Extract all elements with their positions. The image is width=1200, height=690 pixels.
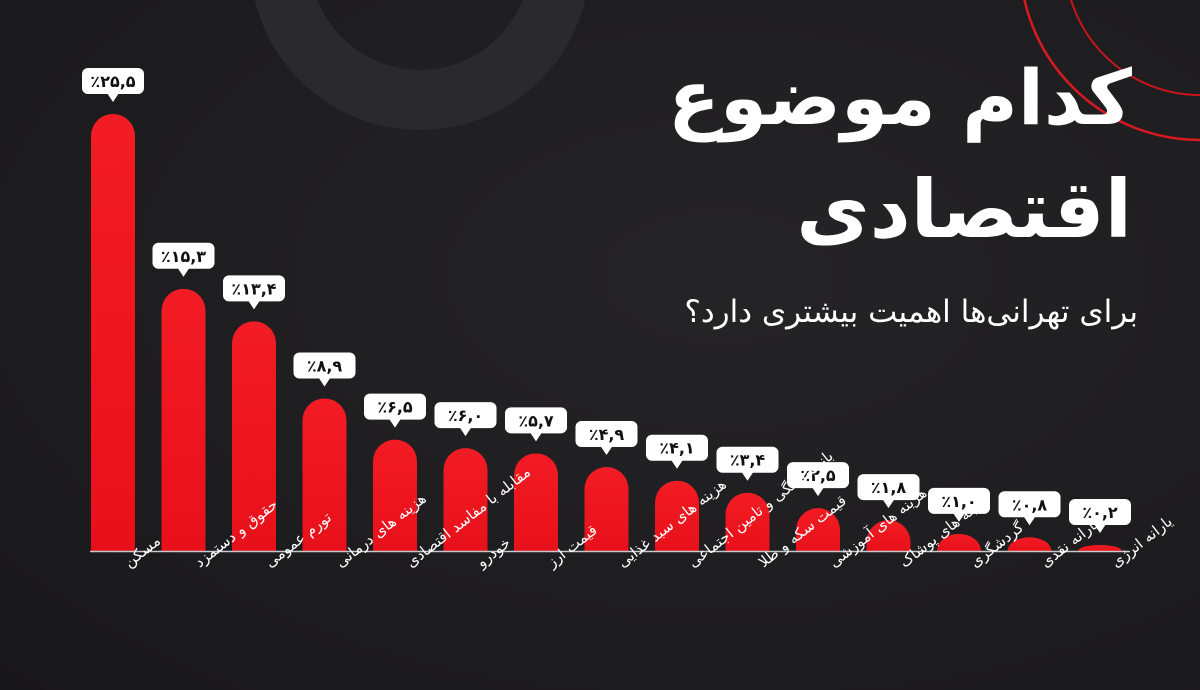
value-label-pointer bbox=[882, 499, 895, 509]
value-label-pointer bbox=[953, 512, 965, 522]
value-label-text: ٪۱۳,۴ bbox=[231, 279, 276, 298]
value-label-text: ٪۴,۱ bbox=[659, 439, 694, 458]
bar bbox=[937, 533, 981, 551]
value-label-box bbox=[364, 393, 426, 420]
value-label-box bbox=[716, 446, 779, 473]
value-label: ٪۵,۷ bbox=[505, 407, 567, 442]
bar bbox=[443, 448, 488, 551]
value-label-pointer bbox=[459, 427, 472, 437]
value-label: ٪۴,۹ bbox=[575, 421, 638, 456]
value-label-box bbox=[928, 487, 990, 514]
bar bbox=[91, 114, 135, 551]
value-label-pointer bbox=[1094, 524, 1106, 533]
value-label: ٪۲,۵ bbox=[787, 462, 849, 497]
value-label-box bbox=[787, 462, 849, 489]
value-label-pointer bbox=[812, 487, 824, 497]
value-label-pointer bbox=[318, 377, 331, 387]
bar bbox=[373, 439, 417, 551]
value-label-pointer bbox=[177, 267, 190, 277]
bar bbox=[866, 520, 911, 551]
bar bbox=[161, 288, 206, 551]
value-label-text: ٪۳,۴ bbox=[730, 451, 766, 470]
value-label-pointer bbox=[248, 300, 260, 310]
value-label-text: ٪۰,۸ bbox=[1012, 495, 1048, 514]
value-label: ٪۲۵,۵ bbox=[82, 68, 144, 102]
value-label: ٪۱۵,۳ bbox=[152, 242, 215, 277]
value-label: ٪۱,۰ bbox=[928, 487, 990, 522]
value-label-text: ٪۱,۸ bbox=[871, 478, 907, 497]
bar bbox=[796, 508, 840, 551]
value-label-pointer bbox=[1023, 516, 1036, 526]
value-label: ٪۶,۵ bbox=[364, 393, 426, 428]
value-label-text: ٪۲۵,۵ bbox=[90, 72, 135, 91]
value-label-text: ٪۱,۰ bbox=[941, 492, 976, 511]
value-label-pointer bbox=[530, 432, 542, 442]
value-label-pointer bbox=[671, 459, 683, 469]
value-label-box bbox=[998, 491, 1061, 518]
value-label: ٪۴,۱ bbox=[646, 434, 708, 469]
value-label-pointer bbox=[107, 93, 119, 102]
bar bbox=[302, 398, 347, 551]
value-label: ٪۱,۸ bbox=[857, 474, 920, 509]
value-label-text: ٪۲,۵ bbox=[800, 466, 836, 485]
value-label: ٪۶,۰ bbox=[434, 402, 497, 437]
subtitle: برای تهرانی‌ها اهمیت بیشتری دارد؟ bbox=[684, 294, 1138, 330]
value-label-box bbox=[505, 407, 567, 434]
bar bbox=[655, 480, 699, 551]
value-label: ٪۰,۲ bbox=[1069, 499, 1131, 533]
value-labels-group: ٪۲۵,۵ ٪۱۵,۳ ٪۱۳,۴ ٪۸,۹ ٪۶,۵ ٪۶,۰ ٪۵,۷ ٪۴,۹ ٪۴,۱ ٪… bbox=[82, 68, 1131, 533]
bar bbox=[1078, 545, 1122, 551]
bar bbox=[584, 467, 629, 551]
bar bbox=[232, 321, 276, 551]
value-label-pointer bbox=[741, 471, 754, 481]
value-label-box bbox=[646, 434, 708, 461]
value-label-box bbox=[434, 402, 497, 429]
value-label: ٪۳,۴ bbox=[716, 446, 779, 481]
bars-group bbox=[91, 114, 1122, 551]
value-label-text: ٪۱۵,۳ bbox=[161, 247, 206, 266]
value-label-box bbox=[152, 242, 215, 269]
bar bbox=[725, 492, 770, 551]
value-label-text: ٪۵,۷ bbox=[518, 411, 554, 430]
value-label-pointer bbox=[389, 418, 401, 428]
value-label-text: ٪۴,۹ bbox=[589, 425, 625, 444]
title-line-2: اقتصادی bbox=[796, 163, 1132, 256]
value-label-text: ٪۰,۲ bbox=[1082, 503, 1118, 522]
value-label: ٪۸,۹ bbox=[293, 352, 356, 387]
value-label-pointer bbox=[600, 446, 613, 456]
value-label-text: ٪۶,۰ bbox=[448, 406, 483, 425]
value-label-text: ٪۸,۹ bbox=[307, 356, 343, 375]
value-label-box bbox=[575, 421, 638, 448]
value-label-text: ٪۶,۵ bbox=[377, 398, 413, 417]
bar bbox=[514, 453, 558, 551]
title-line-1: کدام موضوع bbox=[667, 53, 1132, 142]
value-label: ٪۱۳,۴ bbox=[223, 275, 285, 310]
value-label-box bbox=[1069, 499, 1131, 525]
value-label-box bbox=[82, 68, 144, 94]
bar bbox=[1007, 537, 1052, 551]
value-label: ٪۰,۸ bbox=[998, 491, 1061, 526]
value-label-box bbox=[223, 275, 285, 302]
value-label-box bbox=[293, 352, 356, 379]
value-label-box bbox=[857, 474, 920, 501]
